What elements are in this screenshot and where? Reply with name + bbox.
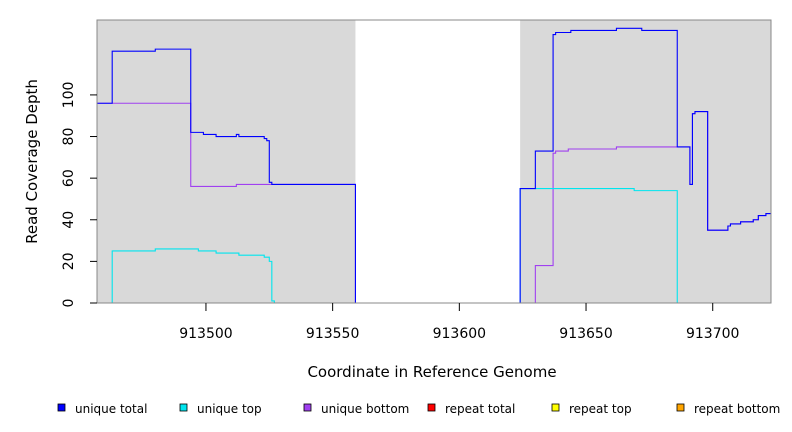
legend-label: unique bottom <box>321 402 409 416</box>
shaded-region-2 <box>520 20 771 303</box>
x-tick-label: 913700 <box>686 326 739 342</box>
legend: unique total unique top unique bottom repea… <box>57 402 780 416</box>
y-tick-label: 40 <box>61 211 77 229</box>
x-tick-label: 913600 <box>433 326 486 342</box>
x-tick-label: 913500 <box>179 326 232 342</box>
legend-item-repeat-total: repeat total <box>427 402 515 416</box>
shaded-region-1 <box>97 20 356 303</box>
y-tick-label: 0 <box>61 299 77 308</box>
legend-label: repeat bottom <box>694 402 780 416</box>
legend-label: unique top <box>197 402 262 416</box>
legend-item-repeat-bottom: repeat bottom <box>676 402 780 416</box>
y-tick-label: 60 <box>61 169 77 187</box>
x-tick-label: 913650 <box>559 326 612 342</box>
y-axis: 0 20 40 60 80 100 <box>61 82 97 308</box>
legend-label: unique total <box>75 402 147 416</box>
y-tick-label: 20 <box>61 252 77 270</box>
legend-label: repeat top <box>569 402 632 416</box>
legend-swatch <box>427 403 436 412</box>
legend-swatch <box>303 403 312 412</box>
series-line-unique-top <box>97 188 771 304</box>
plot-frame <box>96 19 772 304</box>
y-tick-label: 80 <box>61 128 77 146</box>
legend-swatch <box>551 403 560 412</box>
x-axis: 913500 913550 913600 913650 913700 <box>179 303 739 342</box>
legend-label: repeat total <box>445 402 515 416</box>
legend-swatch <box>179 403 188 412</box>
x-axis-title: Coordinate in Reference Genome <box>307 363 556 381</box>
legend-item-repeat-top: repeat top <box>551 402 632 416</box>
legend-swatch <box>676 403 685 412</box>
series-line-unique-total <box>97 27 771 304</box>
y-axis-title: Read Coverage Depth <box>23 79 41 244</box>
y-tick-label: 100 <box>61 82 77 109</box>
shaded-regions <box>97 20 771 303</box>
legend-item-unique-bottom: unique bottom <box>303 402 409 416</box>
legend-swatch <box>57 403 66 412</box>
legend-item-unique-total: unique total <box>57 402 147 416</box>
legend-item-unique-top: unique top <box>179 402 262 416</box>
x-tick-label: 913550 <box>306 326 359 342</box>
